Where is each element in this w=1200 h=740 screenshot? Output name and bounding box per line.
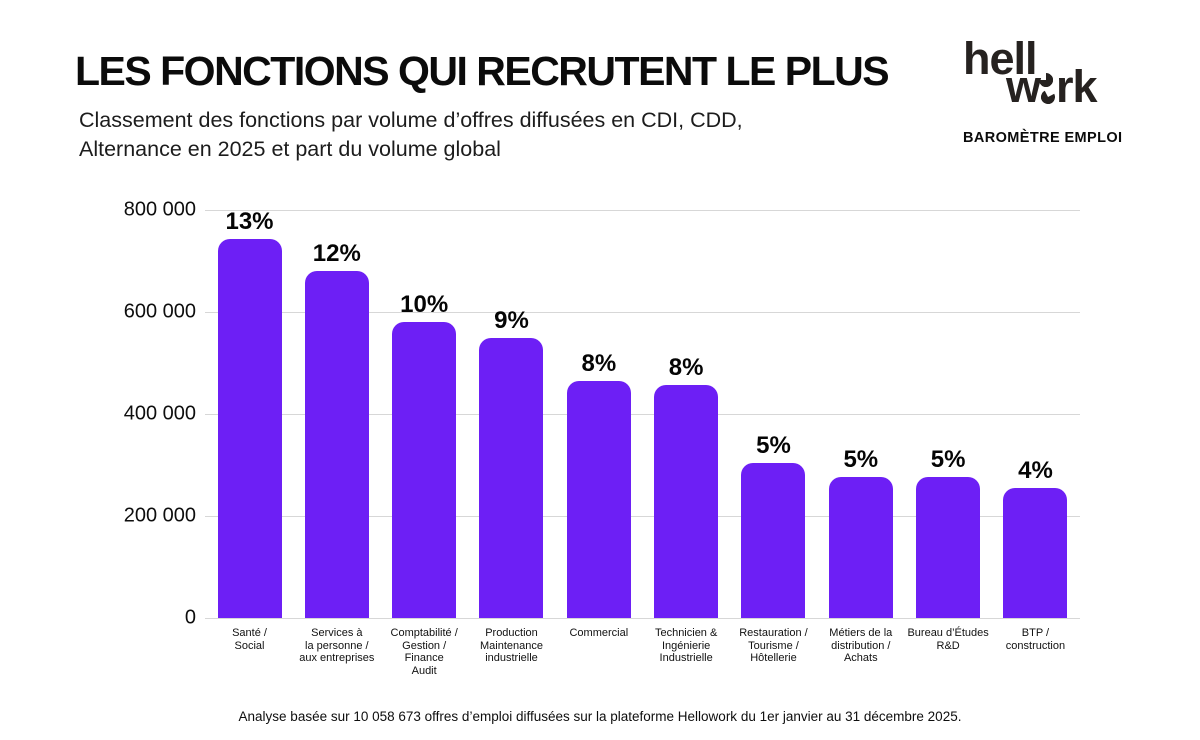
- gridline: [205, 210, 1080, 211]
- gridline: [205, 414, 1080, 415]
- bar-value-label: 13%: [225, 208, 274, 235]
- bar: [654, 385, 719, 618]
- bar-value-label: 5%: [843, 445, 879, 473]
- x-category-label: BTP / construction: [1005, 627, 1066, 652]
- x-category-label: Commercial: [569, 627, 629, 639]
- y-tick-label: 800 000: [123, 198, 196, 221]
- bar-value-label: 5%: [930, 446, 966, 474]
- gridline: [205, 618, 1080, 619]
- bar-group: 5%: [817, 210, 904, 618]
- y-tick-label: 200 000: [123, 504, 196, 527]
- x-category-label: Restauration / Tourisme / Hôtellerie: [739, 627, 808, 665]
- logo-line-2: w rk: [963, 64, 1133, 109]
- bar-group: 10%: [381, 210, 468, 618]
- logo-tagline: BAROMÈTRE EMPLOI: [963, 130, 1123, 146]
- source-note: Analyse basée sur 10 058 673 offres d’em…: [238, 709, 962, 724]
- bar-value-label: 9%: [494, 307, 529, 335]
- bar-group: 5%: [730, 210, 817, 618]
- logo-text-w: w: [1006, 61, 1041, 112]
- bar: [916, 477, 981, 618]
- bar-value-label: 5%: [756, 432, 791, 460]
- x-category-label: Production Maintenance industrielle: [479, 627, 543, 665]
- bar: [828, 476, 893, 618]
- y-tick-label: 0: [184, 606, 196, 629]
- x-category-label: Métiers de la distribution / Achats: [829, 627, 893, 665]
- y-tick-label: 600 000: [123, 300, 196, 323]
- bar-group: 5%: [905, 210, 992, 618]
- x-category-label: Santé / Social: [232, 627, 267, 652]
- bar: [479, 338, 544, 618]
- logo-line-1: hell: [963, 33, 1133, 90]
- bar-value-label: 10%: [400, 291, 449, 319]
- x-category-label: Bureau d’Études R&D: [907, 627, 989, 652]
- bar-value-label: 8%: [668, 354, 704, 382]
- bar: [217, 239, 282, 618]
- bar-group: 8%: [643, 210, 730, 618]
- page-title: LES FONCTIONS QUI RECRUTENT LE PLUS: [75, 48, 890, 94]
- x-axis-labels: Santé / Social Services à la personne / a…: [205, 627, 1080, 678]
- gridline: [205, 312, 1080, 313]
- bar-value-label: 4%: [1018, 457, 1053, 485]
- bar-group: 8%: [555, 210, 642, 618]
- logo-text-rk: rk: [1056, 61, 1098, 112]
- x-category-label: Services à la personne / aux entreprises: [299, 627, 375, 665]
- bar: [566, 380, 631, 618]
- bar-chart: 13% 12% 10% 9% 8% 8% 5% 5% 5% 4% Santé / Social Se…: [205, 210, 1080, 678]
- bar-group: 4%: [992, 210, 1079, 618]
- y-axis-labels: 0 200 000 400 000 600 000 800 000: [0, 199, 196, 629]
- plot-area: 13% 12% 10% 9% 8% 8% 5% 5% 5% 4%: [205, 210, 1080, 619]
- bar-group: 13%: [206, 210, 293, 618]
- bar: [1003, 488, 1068, 618]
- page-subtitle: Classement des fonctions par volume d’of…: [79, 108, 743, 161]
- logo-text-hell: hell: [963, 33, 1038, 84]
- bar: [392, 322, 457, 618]
- y-tick-label: 400 000: [123, 402, 196, 425]
- hellowork-logo: hell w rk BAROMÈTRE EMPLOI: [963, 36, 1133, 146]
- x-category-label: Comptabilité / Gestion / Finance Audit: [390, 627, 458, 677]
- bar: [304, 271, 369, 618]
- bar-value-label: 8%: [581, 349, 617, 377]
- bar-group: 12%: [293, 210, 380, 618]
- gridline: [205, 516, 1080, 517]
- bars-container: 13% 12% 10% 9% 8% 8% 5% 5% 5% 4%: [205, 210, 1080, 618]
- bar-group: 9%: [468, 210, 555, 618]
- x-category-label: Technicien & Ingénierie Industrielle: [654, 627, 718, 665]
- logo-o-icon: [1039, 88, 1057, 106]
- bar-value-label: 12%: [312, 240, 361, 268]
- bar: [741, 463, 806, 618]
